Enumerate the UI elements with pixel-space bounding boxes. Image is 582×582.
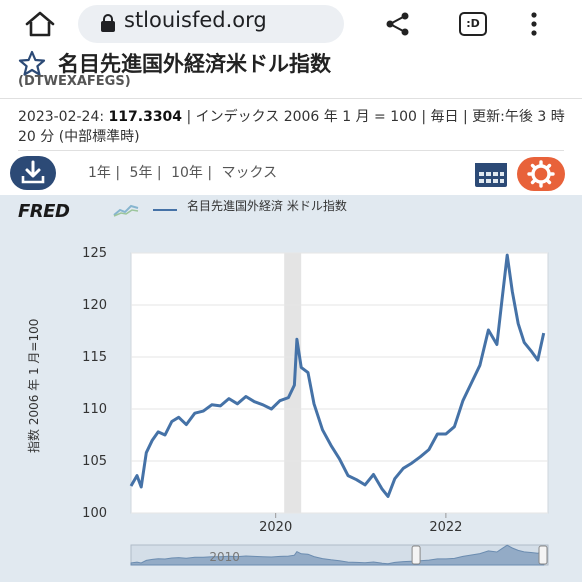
chart-panel: FRED 名目先進国外経済 米ドル指数 100 105 110 115 120 125 20… <box>0 195 582 582</box>
line-chart[interactable]: 100 105 110 115 120 125 2020 2022 2010 <box>0 195 582 582</box>
home-icon[interactable] <box>24 10 56 38</box>
lock-icon <box>101 14 115 32</box>
tab-switcher-icon[interactable]: :D <box>459 12 487 36</box>
x-tick-label: 2020 <box>259 520 292 535</box>
settings-button[interactable] <box>516 156 566 192</box>
browser-toolbar: stlouisfed.org :D <box>0 0 582 48</box>
more-menu-icon[interactable] <box>530 10 538 38</box>
fred-logo-graph-icon <box>113 204 139 217</box>
range-max[interactable]: マックス <box>221 165 278 181</box>
legend-swatch <box>153 209 177 211</box>
y-tick-label: 125 <box>82 246 107 261</box>
observation-value: 117.3304 <box>108 109 183 125</box>
calendar-icon[interactable] <box>474 160 508 188</box>
star-icon[interactable] <box>18 50 46 76</box>
series-id: (DTWEXAFEGS) <box>18 74 131 89</box>
page-title: 名目先進国外経済米ドル指数 <box>58 52 331 76</box>
url-text[interactable]: stlouisfed.org <box>124 8 267 32</box>
date-range-links: 1年 | 5年 | 10年 | マックス <box>88 162 282 182</box>
legend-label: 名目先進国外経済 米ドル指数 <box>187 199 347 213</box>
y-axis-label: 指数 2006 年 1 月=100 <box>27 318 41 453</box>
divider <box>18 150 564 151</box>
download-icon <box>21 160 45 184</box>
fred-logo[interactable]: FRED <box>18 201 70 222</box>
navigator-handle[interactable] <box>411 545 421 565</box>
series-meta: 2023-02-24: 117.3304 | インデックス 2006 年 1 月… <box>18 107 566 147</box>
gear-icon <box>517 157 565 191</box>
address-bar[interactable] <box>78 5 344 43</box>
x-tick-label: 2022 <box>429 520 462 535</box>
y-tick-label: 115 <box>82 350 107 365</box>
navigator-area <box>130 544 545 566</box>
range-10y[interactable]: 10年 | <box>171 165 213 181</box>
y-tick-label: 100 <box>82 506 107 521</box>
series-line <box>129 253 546 498</box>
plot-area <box>130 252 549 514</box>
observation-date: 2023-02-24: <box>18 109 105 125</box>
navigator-handle[interactable] <box>538 545 548 565</box>
divider <box>0 98 582 99</box>
range-1y[interactable]: 1年 | <box>88 165 121 181</box>
chart-toolbar: 1年 | 5年 | 10年 | マックス <box>0 152 582 194</box>
y-tick-label: 105 <box>82 454 107 469</box>
share-icon[interactable] <box>385 12 411 36</box>
series-details: | インデックス 2006 年 1 月 = 100 | 毎日 | 更新:午後 3… <box>18 109 565 145</box>
navigator-label: 2010 <box>209 550 240 564</box>
y-tick-label: 120 <box>82 298 107 313</box>
download-button[interactable] <box>10 156 56 190</box>
range-5y[interactable]: 5年 | <box>129 165 162 181</box>
recession-band <box>284 253 302 513</box>
y-tick-label: 110 <box>82 402 107 417</box>
